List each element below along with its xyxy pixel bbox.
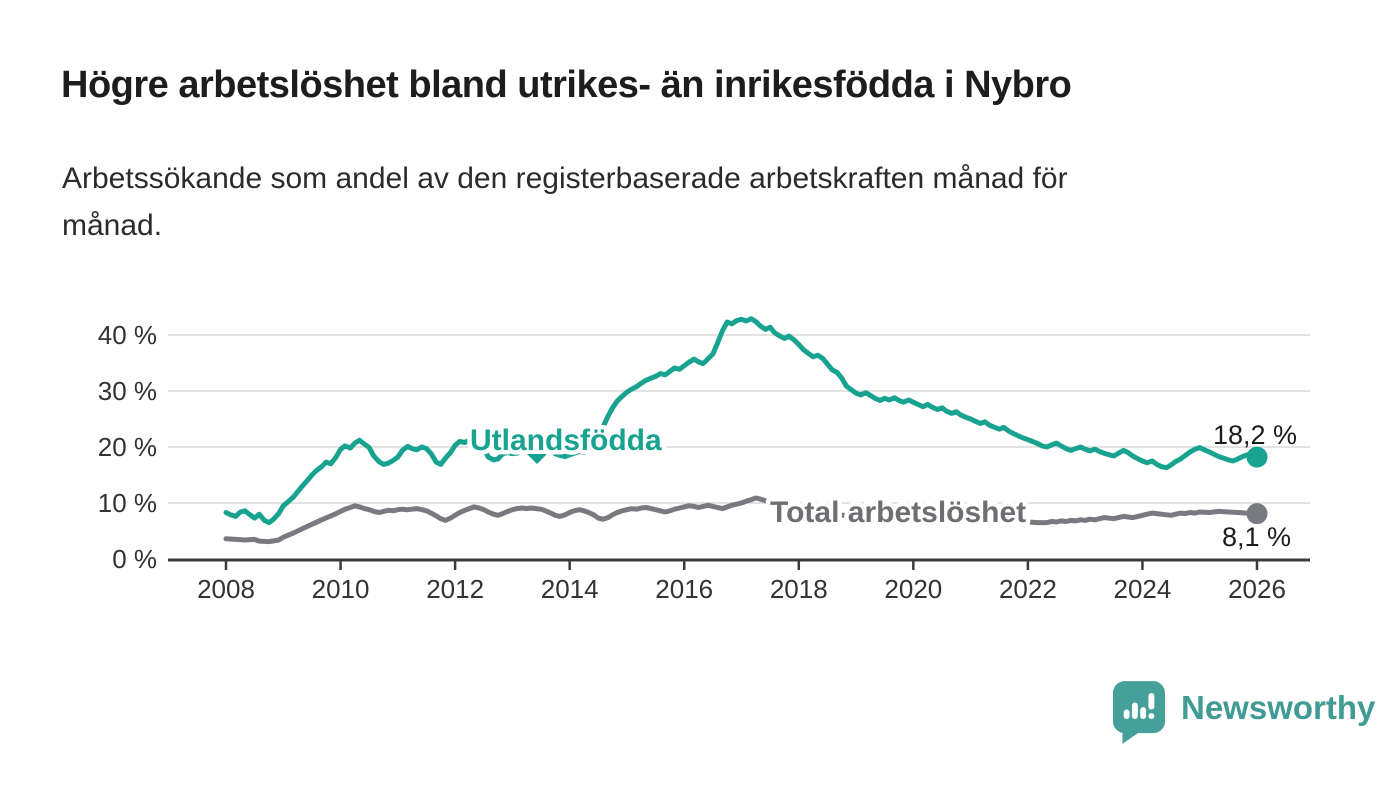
logo-exclamation-icon xyxy=(1148,693,1155,710)
series-label-utlandsfodda: Utlandsfödda xyxy=(470,424,662,457)
x-tick-label: 2020 xyxy=(884,574,942,604)
series-label-total: Total arbetslöshet xyxy=(770,496,1026,529)
chart-title: Högre arbetslöshet bland utrikes- än inr… xyxy=(61,64,1072,106)
series-line xyxy=(223,495,1260,545)
x-tick-label: 2014 xyxy=(541,574,599,604)
series-lines xyxy=(223,316,1260,545)
x-tick-label: 2012 xyxy=(426,574,484,604)
y-tick-label: 0 % xyxy=(112,544,157,574)
logo-bar-icon xyxy=(1123,709,1130,719)
y-tick-label: 10 % xyxy=(98,488,157,518)
logo-bar-icon xyxy=(1131,702,1138,719)
x-tick-label: 2022 xyxy=(999,574,1057,604)
y-tick-label: 20 % xyxy=(98,432,157,462)
newsworthy-logo: Newsworthy xyxy=(1113,681,1375,744)
x-tick-label: 2024 xyxy=(1114,574,1172,604)
end-value-total: 8,1 % xyxy=(1222,522,1291,552)
x-tick-label: 2016 xyxy=(655,574,713,604)
end-dot-utlandsfodda xyxy=(1246,446,1268,468)
y-tick-label: 40 % xyxy=(98,320,157,350)
x-axis-ticks xyxy=(224,560,1259,570)
x-tick-label: 2008 xyxy=(197,574,255,604)
series-line xyxy=(223,316,1260,526)
y-axis-labels: 0 % 10 % 20 % 30 % 40 % xyxy=(98,320,157,574)
end-value-utlandsfodda: 18,2 % xyxy=(1213,420,1297,450)
chart-subtitle: Arbetssökande som andel av den registerb… xyxy=(62,162,1068,242)
newsworthy-logo-text: Newsworthy xyxy=(1181,689,1376,726)
x-tick-label: 2018 xyxy=(770,574,828,604)
gridlines xyxy=(168,334,1310,504)
x-tick-label: 2010 xyxy=(312,574,370,604)
series-label-caret-icon xyxy=(527,454,547,464)
logo-bar-icon xyxy=(1140,707,1147,719)
y-tick-label: 30 % xyxy=(98,376,157,406)
end-dot-total xyxy=(1246,503,1268,525)
x-axis-labels: 2008 2010 2012 2014 2016 2018 2020 2022 2024 2026 xyxy=(197,574,1286,604)
logo-exclamation-dot-icon xyxy=(1148,713,1155,719)
newsworthy-logo-icon xyxy=(1113,681,1165,744)
x-tick-label: 2026 xyxy=(1228,574,1286,604)
